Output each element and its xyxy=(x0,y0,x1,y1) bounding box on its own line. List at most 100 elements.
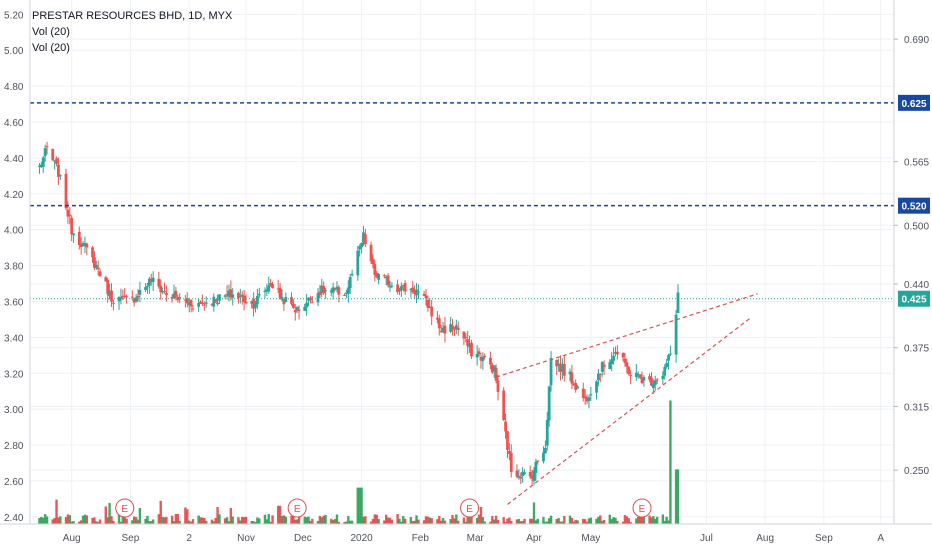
volume-bar xyxy=(163,517,166,524)
volume-bar xyxy=(174,514,178,524)
volume-bar xyxy=(252,521,255,524)
trendline xyxy=(495,293,758,378)
candle-body xyxy=(255,295,259,305)
volume-bar xyxy=(642,514,646,524)
left-axis-tick-label: 3.80 xyxy=(4,262,24,273)
candle-body xyxy=(559,363,562,372)
volume-bar xyxy=(547,518,551,524)
candles xyxy=(38,141,680,486)
volume-bar xyxy=(530,518,534,524)
candle-body xyxy=(534,461,538,473)
volume-bar xyxy=(481,517,485,524)
candle-body xyxy=(210,304,214,306)
volume-bar xyxy=(324,514,327,524)
volume-bar xyxy=(655,516,659,524)
candle-body xyxy=(309,297,312,301)
left-axis-tick-label: 4.40 xyxy=(4,154,24,165)
volume-bar xyxy=(663,520,666,524)
volume-bar xyxy=(375,514,378,524)
candle-body xyxy=(85,243,89,248)
volume-bar xyxy=(572,521,575,524)
candle-body xyxy=(422,293,426,296)
right-axis-tick-label: 0.375 xyxy=(904,344,929,355)
candle-body xyxy=(43,148,47,157)
candle-body xyxy=(489,357,492,365)
candle-body xyxy=(358,246,362,250)
candle-body xyxy=(542,452,545,462)
volume-bar xyxy=(510,520,513,524)
volume-bar xyxy=(150,521,153,524)
candle-body xyxy=(132,298,136,303)
candle-body xyxy=(396,284,399,292)
left-axis-tick-label: 4.00 xyxy=(4,226,24,237)
candle-body xyxy=(149,278,153,282)
right-axis-tick-label: 0.690 xyxy=(904,35,929,46)
candle-body xyxy=(191,308,195,310)
volume-bar xyxy=(134,517,138,524)
candle-body xyxy=(290,297,293,304)
candle-body xyxy=(464,336,468,338)
volume-bar xyxy=(549,515,553,524)
candle-body xyxy=(231,294,235,298)
candle-body xyxy=(55,158,58,164)
volume-bar xyxy=(165,516,168,524)
left-axis-tick-label: 2.80 xyxy=(4,441,24,452)
candle-body xyxy=(119,297,123,300)
candle-body xyxy=(483,355,487,357)
candle-body xyxy=(479,356,483,361)
volume-bar xyxy=(125,518,128,524)
candle-body xyxy=(441,327,445,331)
volume-bar xyxy=(462,517,466,524)
volume-bar xyxy=(676,469,680,524)
candle-body xyxy=(640,377,644,384)
volume-bar xyxy=(161,516,164,524)
legend-indicator-vol-2: Vol (20) xyxy=(32,42,70,54)
candle-body xyxy=(51,148,55,161)
volume-bar xyxy=(297,516,301,524)
candle-body xyxy=(506,431,509,450)
candle-body xyxy=(297,309,301,312)
candle-body xyxy=(430,306,434,317)
volume-bar xyxy=(504,521,507,524)
candle-body xyxy=(595,381,598,393)
candle-body xyxy=(331,287,335,293)
volume-bar xyxy=(68,515,71,524)
candle-body xyxy=(53,160,57,162)
candle-body xyxy=(183,299,187,301)
volume-bar xyxy=(136,519,140,524)
volume-bar xyxy=(519,521,522,524)
candle-body xyxy=(674,314,678,355)
candle-body xyxy=(650,377,653,386)
earnings-marker-label: E xyxy=(121,504,128,515)
volume-bar xyxy=(79,520,83,524)
volume-bar xyxy=(468,515,471,524)
volume-bar xyxy=(53,518,56,524)
volume-bar xyxy=(542,516,545,524)
candle-body xyxy=(466,339,470,346)
volume-bar xyxy=(544,521,547,524)
volume-bar xyxy=(112,520,115,524)
candle-body xyxy=(375,272,379,278)
candle-body xyxy=(293,310,297,313)
candle-body xyxy=(316,293,320,303)
volume-bar xyxy=(322,515,325,524)
candle-body xyxy=(201,303,204,305)
volume-bar xyxy=(144,518,147,524)
volume-bar xyxy=(451,514,454,524)
volume-bar xyxy=(269,521,272,524)
left-axis-tick-label: 3.40 xyxy=(4,333,24,344)
candle-body xyxy=(172,293,176,299)
candle-body xyxy=(648,376,651,380)
volume-bar xyxy=(123,516,126,524)
candle-body xyxy=(81,243,85,247)
candle-body xyxy=(386,275,390,286)
volume-bar xyxy=(625,516,629,524)
volume-bar xyxy=(104,506,107,524)
legend-indicator-vol-1: Vol (20) xyxy=(32,26,70,38)
candle-body xyxy=(146,286,149,288)
candle-body xyxy=(663,366,667,376)
volume-bar xyxy=(216,507,219,524)
volume-bar xyxy=(278,505,282,524)
